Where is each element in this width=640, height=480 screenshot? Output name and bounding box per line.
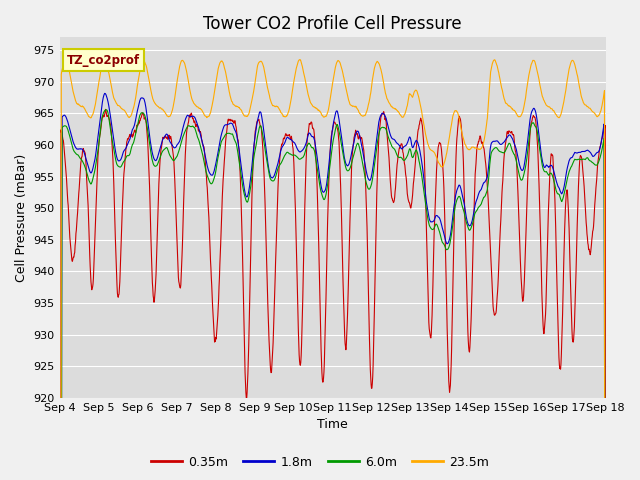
6.0m	[462, 218, 470, 224]
23.5m	[62, 57, 70, 62]
0.35m	[239, 256, 246, 262]
6.0m	[403, 153, 411, 159]
23.5m	[376, 64, 384, 70]
Line: 1.8m: 1.8m	[60, 94, 605, 480]
Legend: 0.35m, 1.8m, 6.0m, 23.5m: 0.35m, 1.8m, 6.0m, 23.5m	[145, 451, 495, 474]
6.0m	[239, 183, 246, 189]
23.5m	[545, 104, 552, 109]
1.8m	[545, 165, 552, 170]
6.0m	[175, 150, 182, 156]
6.0m	[376, 127, 384, 132]
0.35m	[545, 199, 552, 204]
Line: 6.0m: 6.0m	[60, 110, 605, 480]
Y-axis label: Cell Pressure (mBar): Cell Pressure (mBar)	[15, 154, 28, 282]
0.35m	[403, 191, 411, 196]
6.0m	[102, 107, 110, 113]
1.8m	[403, 140, 411, 146]
Line: 23.5m: 23.5m	[60, 60, 605, 480]
Text: TZ_co2prof: TZ_co2prof	[67, 54, 140, 67]
1.8m	[462, 212, 470, 217]
23.5m	[239, 110, 246, 116]
6.0m	[545, 172, 552, 178]
1.8m	[239, 174, 246, 180]
23.5m	[462, 143, 470, 148]
23.5m	[175, 71, 182, 77]
23.5m	[403, 103, 411, 108]
Line: 0.35m: 0.35m	[60, 109, 605, 480]
X-axis label: Time: Time	[317, 419, 348, 432]
Title: Tower CO2 Profile Cell Pressure: Tower CO2 Profile Cell Pressure	[204, 15, 462, 33]
1.8m	[175, 140, 182, 146]
0.35m	[462, 251, 470, 257]
0.35m	[102, 107, 109, 112]
1.8m	[376, 114, 384, 120]
1.8m	[101, 91, 109, 96]
0.35m	[175, 275, 182, 280]
0.35m	[376, 122, 384, 128]
